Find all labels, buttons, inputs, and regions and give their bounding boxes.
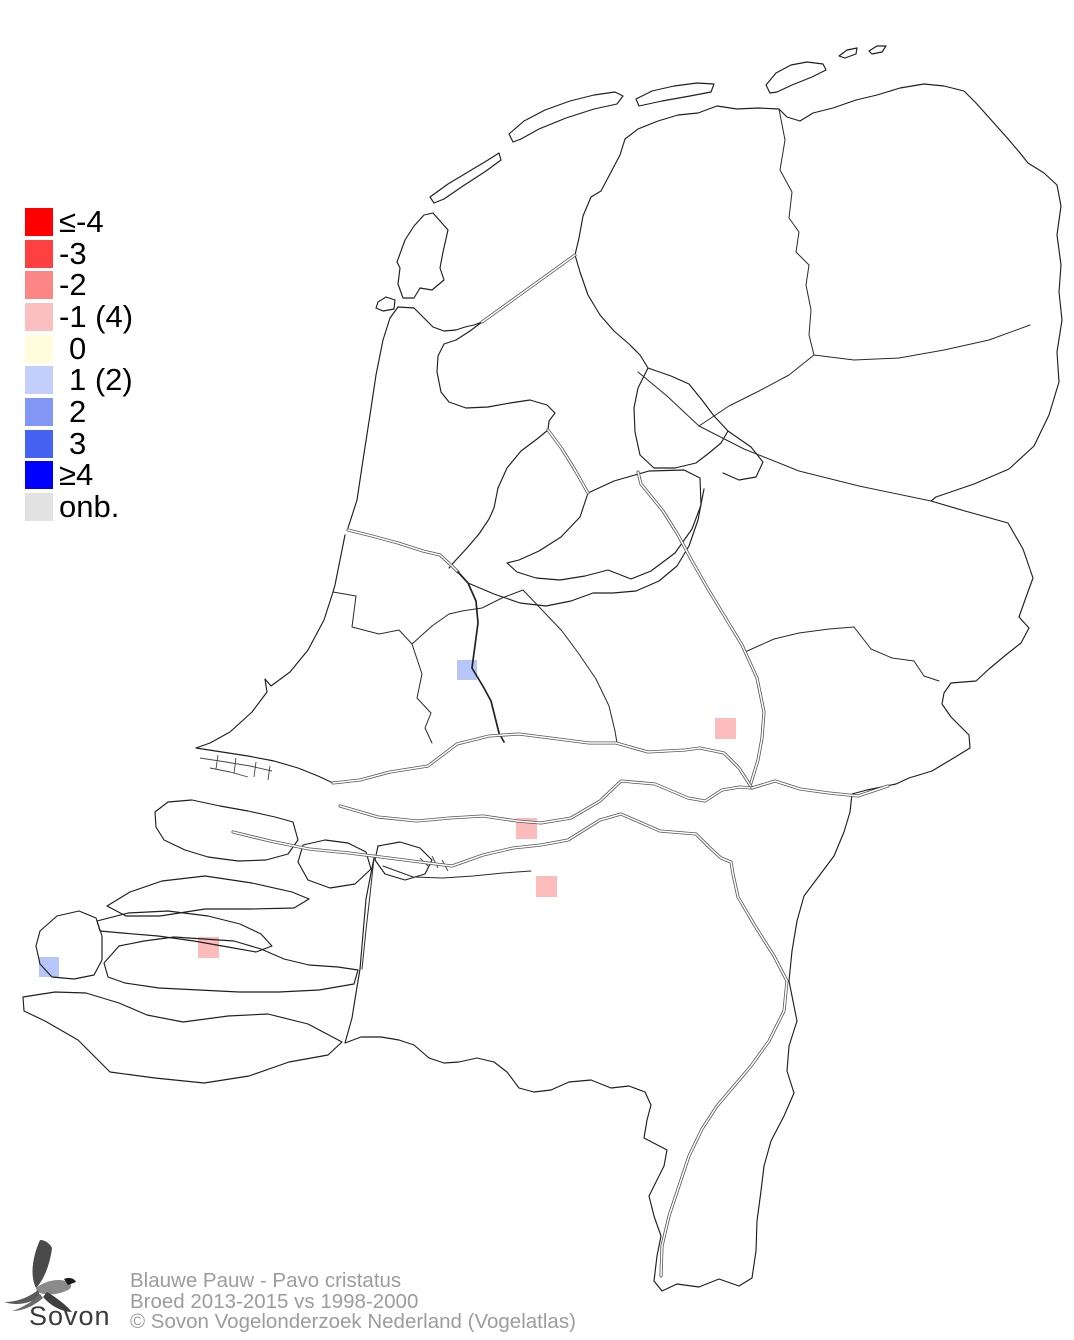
border-brabant-west xyxy=(361,857,375,970)
legend-label: -3 xyxy=(59,235,87,271)
legend-swatch xyxy=(25,271,53,300)
ameland-island xyxy=(635,82,715,107)
period-subtitle: Broed 2013-2015 vs 1998-2000 xyxy=(130,1289,419,1313)
atlas-square-change-1 xyxy=(39,957,59,977)
dams-and-channels xyxy=(346,253,590,743)
legend-swatch xyxy=(25,239,53,268)
hoeksche-waard-island xyxy=(297,839,372,889)
border-friesland-groningen xyxy=(778,108,815,356)
legend-item: 0 xyxy=(25,333,133,365)
zeeuws-vlaanderen xyxy=(22,991,343,1084)
legend-swatch xyxy=(25,366,53,395)
coastlines xyxy=(22,45,1063,1292)
texel-island xyxy=(396,212,449,299)
west-coast xyxy=(347,306,399,529)
border-zh-inner xyxy=(411,643,433,744)
border-friesland-overijssel xyxy=(637,371,700,427)
border-utrecht-north xyxy=(461,589,524,612)
walcheren-island xyxy=(35,910,103,980)
legend-item: ≤-4 xyxy=(25,206,133,238)
rivers xyxy=(231,470,890,1278)
legend-label: ≤-4 xyxy=(59,203,104,239)
legend-item: 1 (2) xyxy=(25,364,133,396)
border-friesland-drenthe xyxy=(698,354,815,427)
noorderhaaks-island xyxy=(375,296,396,312)
zuid-beveland-island xyxy=(103,936,359,993)
voorne-putten-island xyxy=(154,799,299,862)
river-rijn-border xyxy=(750,779,890,798)
legend-label: ≥4 xyxy=(59,457,94,493)
legend-swatch xyxy=(25,461,53,490)
river-waal xyxy=(338,779,754,825)
border-utrecht-east xyxy=(522,589,618,744)
legend-label: 2 xyxy=(69,393,87,429)
legend-swatch xyxy=(25,334,53,363)
river-ijssel xyxy=(636,470,766,785)
waterway-north-bank xyxy=(195,747,334,784)
legend-item: 3 xyxy=(25,428,133,460)
rottumeroog-island xyxy=(868,45,887,55)
border-drenthe-north xyxy=(813,324,1031,361)
atlas-squares-layer xyxy=(39,660,736,977)
legend-label: 0 xyxy=(69,330,87,366)
map-caption: Blauwe Pauw - Pavo cristatus Broed 2013-… xyxy=(130,1269,576,1334)
border-overijssel-gelderland xyxy=(744,626,940,682)
vlieland-island xyxy=(429,152,502,204)
goeree-island xyxy=(106,875,310,917)
flevoland xyxy=(506,469,702,581)
sovon-logo-text: Sovon xyxy=(29,1301,111,1331)
legend-swatch xyxy=(25,429,53,458)
legend-label: -2 xyxy=(59,267,87,303)
atlas-square-change--1 xyxy=(715,718,736,739)
legend-item: onb. xyxy=(25,491,133,523)
vecht-channel xyxy=(457,571,505,743)
schouwen-tholen-island xyxy=(96,910,273,953)
atlas-square-change--1 xyxy=(536,876,557,897)
legend-label: 1 (2) xyxy=(69,362,133,398)
friesland-ijsselmeer-coast xyxy=(574,254,649,369)
border-drenthe-overijssel xyxy=(698,425,932,502)
legend-swatch xyxy=(25,493,53,522)
legend-label: onb. xyxy=(59,489,120,525)
noord-holland-coast xyxy=(397,306,556,569)
legend-label: 3 xyxy=(69,425,87,461)
noordzeekanaal xyxy=(346,528,460,574)
schiermonnikoog-island xyxy=(765,61,827,94)
mainland-east-south-outline xyxy=(344,152,1063,1292)
legend-item: 2 xyxy=(25,396,133,428)
river-lek-nederrijn xyxy=(331,732,754,790)
friesland-groningen-coast xyxy=(574,83,1021,256)
copyright-line: © Sovon Vogelonderzoek Nederland (Vogela… xyxy=(130,1310,576,1334)
map-legend: ≤-4 -3 -2 -1 (4) 0 1 (2) 2 3 ≥4 onb. xyxy=(25,206,133,523)
legend-swatch xyxy=(25,207,53,236)
dordrecht-island xyxy=(374,841,433,881)
rottumerplaat-island xyxy=(838,47,858,59)
border-bergsche-maas xyxy=(382,865,532,879)
legend-item: -1 (4) xyxy=(25,301,133,333)
province-borders xyxy=(332,108,1031,970)
overijssel-coast xyxy=(722,430,764,481)
legend-item: ≥4 xyxy=(25,457,133,493)
randmeren-mainland-coast xyxy=(467,488,705,607)
legend-swatch xyxy=(25,302,53,331)
border-nh-zh xyxy=(332,591,463,645)
legend-item: -3 xyxy=(25,238,133,270)
legend-swatch xyxy=(25,397,53,426)
west-coast-south xyxy=(195,534,346,749)
noordoostpolder xyxy=(633,367,729,469)
harbor-lines xyxy=(199,754,273,781)
legend-label: -1 (4) xyxy=(59,298,134,334)
terschelling-island xyxy=(508,91,624,143)
species-title: Blauwe Pauw - Pavo cristatus xyxy=(130,1269,402,1292)
sovon-logo-bird xyxy=(4,1240,76,1312)
legend-item: -2 xyxy=(25,269,133,301)
